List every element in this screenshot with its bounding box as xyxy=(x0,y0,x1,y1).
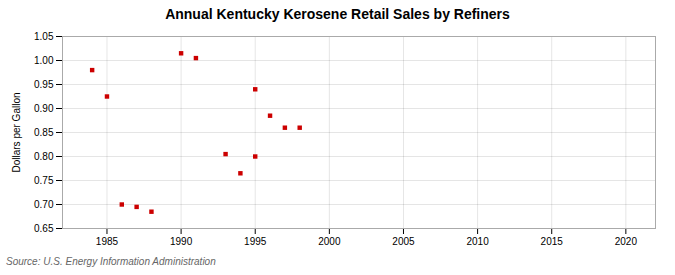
svg-text:2000: 2000 xyxy=(318,236,341,247)
svg-text:1.00: 1.00 xyxy=(34,55,54,66)
svg-text:0.75: 0.75 xyxy=(34,175,54,186)
html-text:Source: U.S. Energy Informatio: Source: U.S. Energy Information Administ… xyxy=(6,256,216,267)
svg-text:0.80: 0.80 xyxy=(34,151,54,162)
svg-text:0.65: 0.65 xyxy=(34,223,54,234)
svg-text:0.95: 0.95 xyxy=(34,79,54,90)
svg-text:2010: 2010 xyxy=(466,236,489,247)
svg-text:1985: 1985 xyxy=(96,236,119,247)
svg-text:0.90: 0.90 xyxy=(34,103,54,114)
svg-text:2015: 2015 xyxy=(541,236,564,247)
html-text:Annual Kentucky Kerosene Retai: Annual Kentucky Kerosene Retail Sales by… xyxy=(165,6,510,22)
svg-text:0.70: 0.70 xyxy=(34,199,54,210)
svg-text:0.85: 0.85 xyxy=(34,127,54,138)
svg-text:1.05: 1.05 xyxy=(34,31,54,42)
svg-text:1995: 1995 xyxy=(244,236,267,247)
svg-text:Dollars per Gallon: Dollars per Gallon xyxy=(11,92,22,172)
svg-text:1990: 1990 xyxy=(170,236,193,247)
svg-text:2020: 2020 xyxy=(615,236,638,247)
svg-text:2005: 2005 xyxy=(392,236,415,247)
